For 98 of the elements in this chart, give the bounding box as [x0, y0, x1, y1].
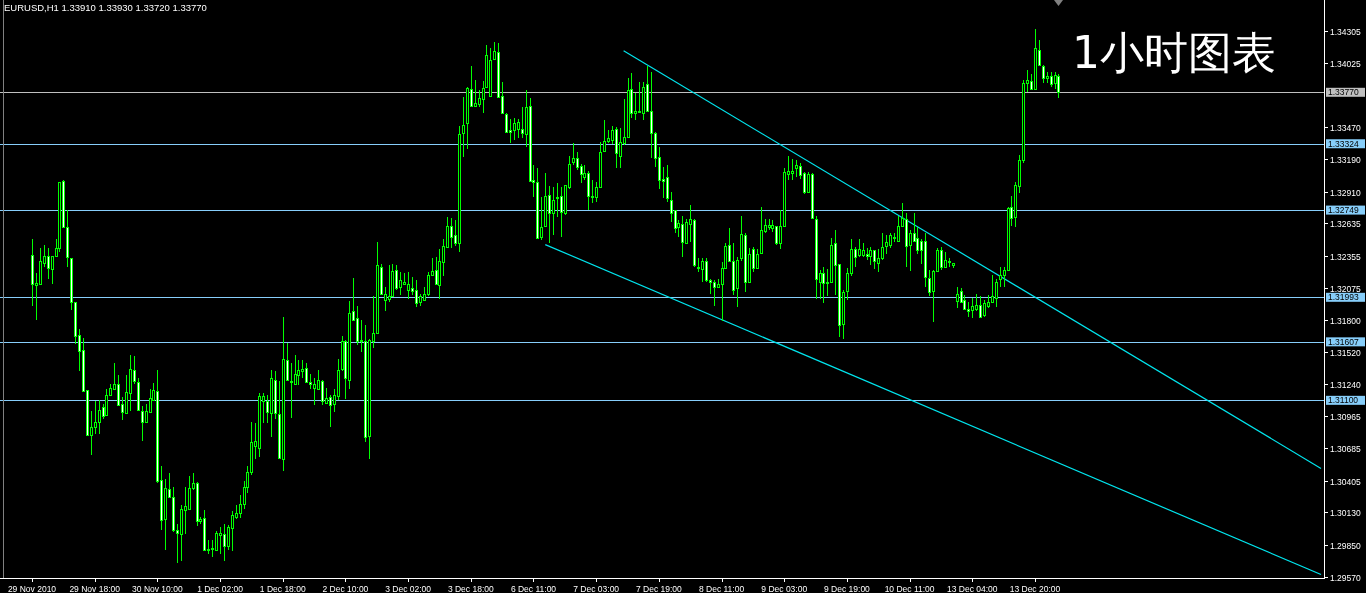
y-tick-label: 1.30405 — [1330, 476, 1361, 487]
candlestick — [615, 126, 618, 169]
candlestick — [415, 279, 418, 308]
candlestick — [866, 247, 869, 261]
candlestick — [811, 172, 814, 220]
candlestick — [791, 158, 794, 181]
candlestick — [1057, 73, 1060, 99]
y-tick-label: 1.32075 — [1330, 283, 1361, 294]
x-tick-label: 1 Dec 18:00 — [259, 584, 306, 593]
candlestick — [223, 523, 226, 562]
candlestick — [681, 215, 684, 258]
x-tick-label: 9 Dec 03:00 — [761, 584, 808, 593]
candlestick — [536, 167, 539, 240]
candlestick — [458, 125, 461, 252]
candlestick — [768, 218, 771, 231]
y-tick-label: 1.34305 — [1330, 26, 1361, 37]
x-tick-label: 3 Dec 18:00 — [447, 584, 494, 593]
candlestick — [282, 316, 285, 472]
y-tick-label: 1.34025 — [1330, 58, 1361, 69]
candlestick — [999, 266, 1002, 288]
x-tick-label: 29 Nov 2010 — [7, 584, 57, 593]
y-tick-label: 1.33470 — [1330, 122, 1361, 133]
y-tick-label: 1.29850 — [1330, 540, 1361, 551]
x-tick-label: 8 Dec 11:00 — [698, 584, 745, 593]
x-tick-label: 3 Dec 02:00 — [385, 584, 432, 593]
candlestick — [713, 279, 716, 307]
ref-line-label: 1.31100 — [1328, 395, 1359, 406]
candlestick — [991, 274, 994, 304]
y-tick-label: 1.32910 — [1330, 187, 1361, 198]
ref-line-label: 1.33324 — [1328, 138, 1359, 149]
candlestick — [1034, 28, 1037, 91]
ref-line-label: 1.33770 — [1328, 87, 1359, 98]
candlestick — [995, 278, 998, 308]
x-tick-label: 29 Nov 18:00 — [69, 584, 121, 593]
x-tick-label: 7 Dec 03:00 — [573, 584, 620, 593]
x-tick-label: 13 Dec 20:00 — [1009, 584, 1061, 593]
candlestick — [944, 251, 947, 269]
candlestick — [297, 359, 300, 386]
y-tick-label: 1.31240 — [1330, 379, 1361, 390]
candlestick — [462, 96, 465, 158]
candlestick — [873, 249, 876, 270]
ref-line-label: 1.32749 — [1328, 205, 1359, 216]
text: 1小时图表 — [1072, 27, 1276, 78]
candlestick — [760, 206, 763, 255]
y-tick-label: 1.29570 — [1330, 572, 1361, 583]
y-tick-label: 1.31800 — [1330, 315, 1361, 326]
x-tick-label: 30 Nov 10:00 — [132, 584, 183, 593]
candlestick — [270, 369, 273, 438]
candlestick — [924, 232, 927, 288]
candlestick — [203, 509, 206, 552]
y-tick-label: 1.32635 — [1330, 218, 1361, 229]
candlestick — [489, 47, 492, 97]
candlestick — [885, 234, 888, 255]
x-tick-label: 6 Dec 11:00 — [510, 584, 557, 593]
candlestick — [407, 271, 410, 300]
candlestick — [869, 246, 872, 266]
x-tick-label: 10 Dec 11:00 — [884, 584, 935, 593]
candlestick — [105, 388, 108, 417]
x-tick-label: 7 Dec 19:00 — [635, 584, 683, 593]
x-tick-label: 13 Dec 04:00 — [947, 584, 998, 593]
candlestick — [258, 392, 261, 458]
x-tick-label: 2 Dec 10:00 — [322, 584, 369, 593]
candlestick — [560, 186, 563, 238]
candlestick — [1042, 64, 1045, 84]
candlestick — [129, 354, 132, 412]
candlestick — [979, 296, 982, 319]
candlestick — [603, 119, 606, 153]
chart-title: EURUSD,H1 1.33910 1.33930 1.33720 1.33770 — [4, 2, 207, 13]
candlestick — [701, 257, 704, 282]
candlestick — [940, 246, 943, 271]
candlestick — [137, 377, 140, 412]
candlestick — [983, 299, 986, 318]
y-tick-label: 1.32355 — [1330, 251, 1361, 262]
ref-line-label: 1.31607 — [1328, 336, 1359, 347]
candlestick — [822, 266, 825, 304]
y-tick-label: 1.31520 — [1330, 347, 1361, 358]
y-tick-label: 1.30685 — [1330, 443, 1361, 454]
candlestick — [756, 248, 759, 270]
candlestick — [952, 262, 955, 269]
ref-line-label: 1.31993 — [1328, 292, 1359, 303]
candlestick — [572, 142, 575, 166]
candlestick — [450, 217, 453, 249]
candlestick — [1050, 71, 1053, 88]
candlestick — [795, 159, 798, 178]
candlestick — [141, 405, 144, 442]
candlestick — [47, 247, 50, 280]
x-tick-label: 9 Dec 19:00 — [824, 584, 871, 593]
candlestick — [98, 399, 101, 435]
y-tick-label: 1.30130 — [1330, 507, 1361, 518]
x-tick-label: 1 Dec 02:00 — [197, 584, 244, 593]
candlestick — [513, 117, 516, 141]
candlestick — [956, 286, 959, 309]
y-tick-label: 1.33190 — [1330, 154, 1361, 165]
candlestick — [815, 215, 818, 300]
candlestick — [971, 297, 974, 319]
y-tick-label: 1.30965 — [1330, 411, 1361, 422]
candlestick — [862, 242, 865, 258]
candlestick — [666, 164, 669, 203]
